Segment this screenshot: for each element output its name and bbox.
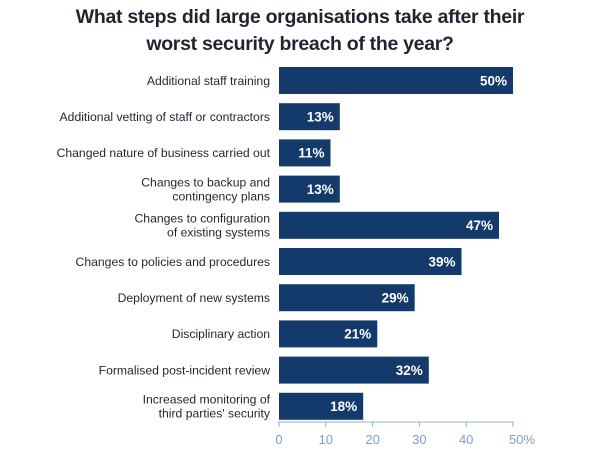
category-label: Additional staff training: [147, 74, 270, 88]
category-label: Changed nature of business carried out: [57, 146, 271, 160]
x-tick-label: 40: [459, 432, 473, 447]
category-label: Additional vetting of staff or contracto…: [60, 110, 270, 124]
x-tick-label: 0: [275, 432, 282, 447]
bar: [279, 67, 513, 94]
category-label: third parties' security: [159, 407, 271, 421]
bar: [279, 248, 462, 275]
bar: [279, 211, 499, 239]
x-tick-label: 10: [319, 432, 333, 447]
category-label: Changes to configuration: [134, 212, 270, 226]
category-label: contingency plans: [172, 189, 270, 203]
bar: [279, 103, 340, 131]
bar: [279, 284, 415, 312]
bar-value-label: 47%: [466, 218, 493, 233]
x-tick-label: 30: [412, 432, 426, 447]
bar-value-label: 39%: [428, 254, 455, 269]
bar: [279, 392, 364, 420]
bar: [279, 139, 331, 167]
category-label: of existing systems: [167, 226, 270, 240]
x-tick-label: 50%: [509, 432, 535, 447]
bar-value-label: 21%: [344, 327, 371, 342]
bar: [279, 175, 340, 203]
bar-value-label: 29%: [382, 291, 409, 306]
category-label: Deployment of new systems: [118, 291, 270, 305]
bar-value-label: 11%: [298, 146, 324, 161]
x-tick-label: 20: [365, 432, 379, 447]
bar-value-label: 50%: [480, 73, 507, 88]
bar-value-label: 32%: [396, 363, 423, 378]
chart-title: What steps did large organisations take …: [0, 4, 600, 58]
category-label: Changes to backup and: [141, 175, 270, 189]
category-label: Formalised post-incident review: [99, 363, 271, 377]
bar: [279, 320, 378, 348]
category-label: Increased monitoring of: [143, 393, 271, 407]
bar-value-label: 13%: [307, 110, 334, 125]
chart-title-line-2: worst security breach of the year?: [146, 33, 454, 55]
category-label: Disciplinary action: [172, 327, 270, 341]
chart-title-line-1: What steps did large organisations take …: [75, 6, 525, 28]
bar: [279, 356, 429, 384]
bar-value-label: 18%: [330, 399, 357, 414]
bar-value-label: 13%: [307, 182, 334, 197]
category-label: Changes to policies and procedures: [76, 255, 270, 269]
